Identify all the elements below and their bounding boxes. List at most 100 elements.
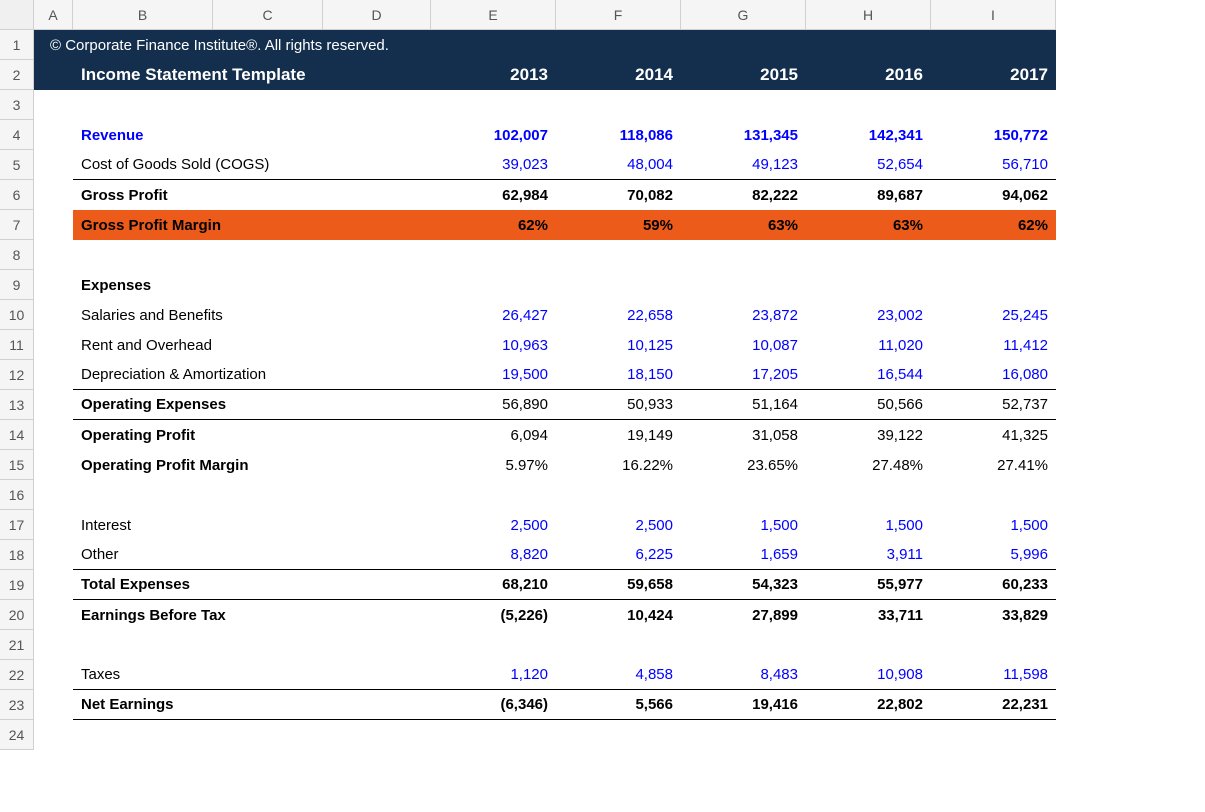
op-profit-2014[interactable]: 19,149 — [556, 420, 681, 450]
other-label[interactable]: Other — [73, 540, 431, 570]
col-header-h[interactable]: H — [806, 0, 931, 30]
rent-2015[interactable]: 10,087 — [681, 330, 806, 360]
cell-a10[interactable] — [34, 300, 73, 330]
cell-a22[interactable] — [34, 660, 73, 690]
rent-2016[interactable]: 11,020 — [806, 330, 931, 360]
col-header-i[interactable]: I — [931, 0, 1056, 30]
gross-profit-2016[interactable]: 89,687 — [806, 180, 931, 210]
row-header-13[interactable]: 13 — [0, 390, 34, 420]
opm-label[interactable]: Operating Profit Margin — [73, 450, 431, 480]
blank-row-24[interactable] — [34, 720, 1056, 750]
revenue-2015[interactable]: 131,345 — [681, 120, 806, 150]
depreciation-2014[interactable]: 18,150 — [556, 360, 681, 390]
ebt-2014[interactable]: 10,424 — [556, 600, 681, 630]
col-header-e[interactable]: E — [431, 0, 556, 30]
depreciation-2017[interactable]: 16,080 — [931, 360, 1056, 390]
interest-2017[interactable]: 1,500 — [931, 510, 1056, 540]
row-header-22[interactable]: 22 — [0, 660, 34, 690]
cogs-2017[interactable]: 56,710 — [931, 150, 1056, 180]
row-header-4[interactable]: 4 — [0, 120, 34, 150]
row-header-19[interactable]: 19 — [0, 570, 34, 600]
row-header-6[interactable]: 6 — [0, 180, 34, 210]
blank-row-21[interactable] — [34, 630, 1056, 660]
cell-a6[interactable] — [34, 180, 73, 210]
col-header-g[interactable]: G — [681, 0, 806, 30]
salaries-2015[interactable]: 23,872 — [681, 300, 806, 330]
cell-a11[interactable] — [34, 330, 73, 360]
cell-a14[interactable] — [34, 420, 73, 450]
revenue-label[interactable]: Revenue — [73, 120, 431, 150]
depreciation-2013[interactable]: 19,500 — [431, 360, 556, 390]
row-header-7[interactable]: 7 — [0, 210, 34, 240]
interest-2013[interactable]: 2,500 — [431, 510, 556, 540]
total-expenses-2015[interactable]: 54,323 — [681, 570, 806, 600]
interest-label[interactable]: Interest — [73, 510, 431, 540]
gpm-2013[interactable]: 62% — [431, 210, 556, 240]
row-header-20[interactable]: 20 — [0, 600, 34, 630]
col-header-d[interactable]: D — [323, 0, 431, 30]
op-profit-2017[interactable]: 41,325 — [931, 420, 1056, 450]
ebt-2017[interactable]: 33,829 — [931, 600, 1056, 630]
opm-2013[interactable]: 5.97% — [431, 450, 556, 480]
depreciation-2016[interactable]: 16,544 — [806, 360, 931, 390]
col-header-a[interactable]: A — [34, 0, 73, 30]
cogs-2014[interactable]: 48,004 — [556, 150, 681, 180]
gpm-label[interactable]: Gross Profit Margin — [73, 210, 431, 240]
salaries-2014[interactable]: 22,658 — [556, 300, 681, 330]
net-earnings-2014[interactable]: 5,566 — [556, 690, 681, 720]
row-header-23[interactable]: 23 — [0, 690, 34, 720]
opm-2014[interactable]: 16.22% — [556, 450, 681, 480]
other-2017[interactable]: 5,996 — [931, 540, 1056, 570]
other-2016[interactable]: 3,911 — [806, 540, 931, 570]
revenue-2017[interactable]: 150,772 — [931, 120, 1056, 150]
opex-2014[interactable]: 50,933 — [556, 390, 681, 420]
gpm-2015[interactable]: 63% — [681, 210, 806, 240]
cell-a17[interactable] — [34, 510, 73, 540]
row-header-3[interactable]: 3 — [0, 90, 34, 120]
cell-a5[interactable] — [34, 150, 73, 180]
cell-a13[interactable] — [34, 390, 73, 420]
revenue-2013[interactable]: 102,007 — [431, 120, 556, 150]
copyright-cell[interactable]: © Corporate Finance Institute®. All righ… — [34, 30, 1056, 60]
total-expenses-2014[interactable]: 59,658 — [556, 570, 681, 600]
opex-label[interactable]: Operating Expenses — [73, 390, 431, 420]
net-earnings-2017[interactable]: 22,231 — [931, 690, 1056, 720]
col-header-f[interactable]: F — [556, 0, 681, 30]
gpm-2017[interactable]: 62% — [931, 210, 1056, 240]
cell-a7[interactable] — [34, 210, 73, 240]
taxes-label[interactable]: Taxes — [73, 660, 431, 690]
year-2016[interactable]: 2016 — [806, 60, 931, 90]
ebt-2015[interactable]: 27,899 — [681, 600, 806, 630]
col-header-b[interactable]: B — [73, 0, 213, 30]
gross-profit-2015[interactable]: 82,222 — [681, 180, 806, 210]
expenses-header[interactable]: Expenses — [73, 270, 1056, 300]
gross-profit-2017[interactable]: 94,062 — [931, 180, 1056, 210]
row-header-18[interactable]: 18 — [0, 540, 34, 570]
total-expenses-2016[interactable]: 55,977 — [806, 570, 931, 600]
opex-2013[interactable]: 56,890 — [431, 390, 556, 420]
salaries-2013[interactable]: 26,427 — [431, 300, 556, 330]
gpm-2014[interactable]: 59% — [556, 210, 681, 240]
blank-row-8[interactable] — [34, 240, 1056, 270]
taxes-2017[interactable]: 11,598 — [931, 660, 1056, 690]
opm-2017[interactable]: 27.41% — [931, 450, 1056, 480]
net-earnings-label[interactable]: Net Earnings — [73, 690, 431, 720]
rent-2014[interactable]: 10,125 — [556, 330, 681, 360]
opm-2015[interactable]: 23.65% — [681, 450, 806, 480]
row-header-10[interactable]: 10 — [0, 300, 34, 330]
opex-2015[interactable]: 51,164 — [681, 390, 806, 420]
cell-a20[interactable] — [34, 600, 73, 630]
year-2017[interactable]: 2017 — [931, 60, 1056, 90]
interest-2014[interactable]: 2,500 — [556, 510, 681, 540]
other-2014[interactable]: 6,225 — [556, 540, 681, 570]
cogs-label[interactable]: Cost of Goods Sold (COGS) — [73, 150, 431, 180]
opex-2017[interactable]: 52,737 — [931, 390, 1056, 420]
title-cell[interactable]: Income Statement Template — [73, 60, 431, 90]
depreciation-2015[interactable]: 17,205 — [681, 360, 806, 390]
net-earnings-2013[interactable]: (6,346) — [431, 690, 556, 720]
interest-2016[interactable]: 1,500 — [806, 510, 931, 540]
gross-profit-label[interactable]: Gross Profit — [73, 180, 431, 210]
cogs-2015[interactable]: 49,123 — [681, 150, 806, 180]
gpm-2016[interactable]: 63% — [806, 210, 931, 240]
year-2014[interactable]: 2014 — [556, 60, 681, 90]
